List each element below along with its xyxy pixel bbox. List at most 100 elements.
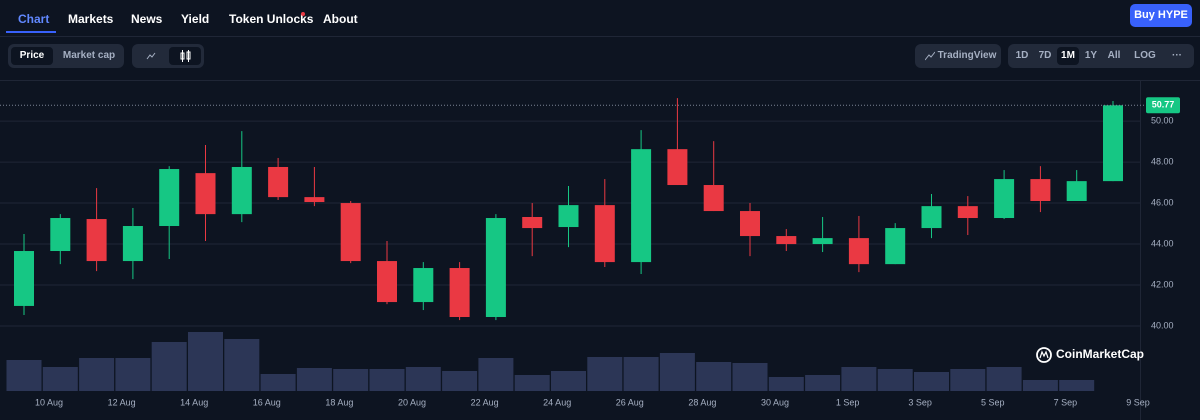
mode-button[interactable]: Price xyxy=(11,47,53,65)
volume-bar xyxy=(768,377,804,391)
notification-dot xyxy=(301,12,305,16)
range-toggle: 1D 7D 1M 1Y All LOG ··· xyxy=(1008,44,1194,68)
candle-body xyxy=(14,251,34,306)
nav-tab[interactable]: About xyxy=(323,12,358,26)
nav-tab[interactable]: News xyxy=(131,12,163,26)
candle-body xyxy=(631,149,652,263)
candle-body xyxy=(740,211,760,237)
tradingview-label: TradingView xyxy=(937,50,997,61)
volume-bar xyxy=(369,369,405,391)
volume-bar xyxy=(841,367,877,391)
x-tick-label: 20 Aug xyxy=(398,397,426,407)
volume-bar xyxy=(79,358,115,391)
candle-body xyxy=(231,166,252,215)
tv-icon xyxy=(925,51,935,61)
log-button[interactable]: LOG xyxy=(1134,50,1156,61)
volume-bar xyxy=(42,367,78,391)
volume-bar xyxy=(950,369,986,391)
x-tick-label: 5 Sep xyxy=(981,397,1005,407)
volume-bar xyxy=(732,363,768,391)
candle-body xyxy=(812,238,833,245)
candle-body xyxy=(1030,179,1051,202)
candle-body xyxy=(703,185,724,212)
x-tick-label: 16 Aug xyxy=(253,397,281,407)
candle-body xyxy=(195,173,216,215)
candle-body xyxy=(340,203,361,262)
last-price-label: 50.77 xyxy=(1152,100,1175,110)
nav-tab[interactable]: Yield xyxy=(181,12,210,26)
x-tick-label: 28 Aug xyxy=(688,397,716,407)
x-tick-label: 7 Sep xyxy=(1054,397,1078,407)
candle-body xyxy=(449,268,470,318)
candle-body xyxy=(1103,105,1123,182)
volume-bar xyxy=(151,342,187,391)
range-button[interactable]: 7D xyxy=(1038,50,1052,61)
buy-button[interactable]: Buy HYPE xyxy=(1130,4,1192,27)
line-style-button[interactable] xyxy=(135,47,167,65)
tradingview-button[interactable]: TradingView xyxy=(915,44,1001,68)
y-tick-label: 44.00 xyxy=(1151,238,1174,248)
candle-body xyxy=(848,238,869,265)
watermark-logo-mark xyxy=(1039,350,1049,359)
x-tick-label: 18 Aug xyxy=(325,397,353,407)
volume-bar xyxy=(696,362,732,391)
volume-bar xyxy=(623,357,659,391)
candle-body xyxy=(268,166,289,198)
nav-tab[interactable]: Chart xyxy=(18,12,50,26)
watermark-logo xyxy=(1036,347,1052,363)
watermark-text: CoinMarketCap xyxy=(1056,347,1144,361)
candle-body xyxy=(776,236,797,245)
candle-body xyxy=(485,218,506,318)
volume-bar xyxy=(188,332,223,391)
x-tick-label: 26 Aug xyxy=(616,397,644,407)
volume-bar xyxy=(478,358,514,391)
volume-bar xyxy=(659,353,695,391)
x-tick-label: 12 Aug xyxy=(108,397,136,407)
volume-bar xyxy=(296,368,332,391)
volume-bar xyxy=(877,369,913,391)
nav-tab[interactable]: Markets xyxy=(68,12,114,26)
y-tick-label: 48.00 xyxy=(1151,156,1174,166)
x-tick-label: 9 Sep xyxy=(1126,397,1150,407)
candle-body xyxy=(50,218,71,252)
candle-body xyxy=(885,228,906,265)
volume-bar xyxy=(1059,380,1095,391)
y-tick-label: 40.00 xyxy=(1151,320,1174,330)
candle-body xyxy=(558,205,579,228)
volume-bar xyxy=(260,374,296,391)
candle-style-button[interactable] xyxy=(169,47,201,65)
mode-button[interactable]: Market cap xyxy=(62,50,116,61)
candle-body xyxy=(921,206,942,229)
range-button[interactable]: 1M xyxy=(1057,47,1079,65)
volume-bar xyxy=(914,372,949,391)
mode-toggle: Price Market cap xyxy=(8,44,124,68)
range-button[interactable]: 1Y xyxy=(1084,50,1098,61)
candle-body xyxy=(159,169,180,227)
range-button[interactable]: All xyxy=(1107,50,1121,61)
chart: 40.00 42.00 44.00 46.00 48.00 50.00 10 Aug 12 A… xyxy=(0,80,1200,420)
x-tick-label: 30 Aug xyxy=(761,397,789,407)
nav-tab[interactable]: Token Unlocks xyxy=(229,12,314,26)
volume-bar xyxy=(805,375,841,391)
candle-body xyxy=(522,216,543,229)
volume-bar xyxy=(1022,380,1058,391)
volume-bar xyxy=(333,369,369,391)
x-tick-label: 3 Sep xyxy=(908,397,932,407)
chart-style-toggle xyxy=(132,44,204,68)
candle-body xyxy=(377,261,397,303)
range-button[interactable]: 1D xyxy=(1015,50,1029,61)
candle-body xyxy=(667,149,688,186)
candle-body xyxy=(994,179,1015,219)
last-price-tag xyxy=(1146,97,1180,114)
x-tick-label: 10 Aug xyxy=(35,397,63,407)
y-tick-label: 46.00 xyxy=(1151,197,1174,207)
volume-bar xyxy=(224,339,260,391)
x-tick-label: 22 Aug xyxy=(471,397,499,407)
x-tick-label: 14 Aug xyxy=(180,397,208,407)
watermark: CoinMarketCap xyxy=(1036,347,1144,363)
candle-body xyxy=(413,268,434,303)
y-tick-label: 42.00 xyxy=(1151,279,1174,289)
more-button[interactable]: ··· xyxy=(1172,50,1182,61)
nav-bar: Chart Markets News Yield Token Unlocks A… xyxy=(0,0,1200,37)
